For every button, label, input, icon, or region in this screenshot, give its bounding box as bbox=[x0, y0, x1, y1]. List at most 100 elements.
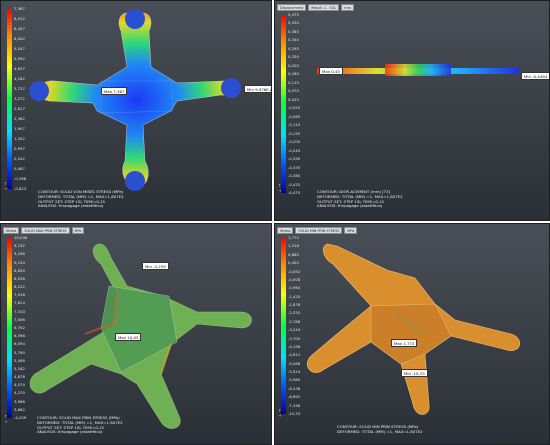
toolbar-units[interactable]: MPa bbox=[71, 227, 85, 235]
legend-tick-label: 3,727 bbox=[14, 86, 25, 91]
callout-max: Max 7,367 bbox=[101, 87, 128, 95]
legend-tick-label: 4,574 bbox=[14, 382, 25, 388]
toolbar-units[interactable]: MPa bbox=[344, 227, 358, 235]
toolbar-stress[interactable]: Stress bbox=[277, 227, 294, 235]
legend-tick-label: -2,788 bbox=[288, 318, 301, 324]
result-toolbar[interactable]: Displacement Result: 1 - SOL mm bbox=[277, 4, 354, 12]
legend-tick-label: 0,340 bbox=[288, 37, 299, 43]
legend-tick-label: -0,110 bbox=[288, 122, 301, 128]
legend-tick-label: 9,742 bbox=[14, 243, 25, 249]
legend-tick-label: 0,542 bbox=[14, 156, 25, 161]
legend-tick-label: 0,160 bbox=[288, 71, 299, 77]
legend-tick-label: -0,245 bbox=[288, 147, 301, 153]
legend-tick-label: 0,385 bbox=[288, 28, 299, 34]
toolbar-stress[interactable]: Stress bbox=[3, 227, 20, 235]
legend-tick-label: -0,200 bbox=[288, 139, 301, 145]
legend-tick-label: 1,452 bbox=[14, 136, 25, 141]
legend-tick-label: 8,830 bbox=[14, 267, 25, 273]
result-toolbar[interactable]: Stress SOLID MAX PRIN STRESS MPa bbox=[3, 227, 85, 235]
legend-tick-label: -0,508 bbox=[288, 276, 301, 282]
toolbar-units[interactable]: mm bbox=[341, 4, 354, 12]
legend-tick-label: -2,332 bbox=[288, 310, 301, 316]
legend-tick-label: -5,980 bbox=[288, 377, 301, 383]
callout-max: Max 10,05 bbox=[115, 333, 142, 341]
analysis-info: CONTOUR: SOLID MIN PRIN STRESS (MPa) DEFO… bbox=[337, 424, 423, 434]
viewport-min-prin[interactable]: Stress SOLID MIN PRIN STRESS MPa 1,772 1,… bbox=[274, 223, 550, 445]
legend-tick-label: 0,025 bbox=[288, 96, 299, 102]
legend-tick-label: 6,912 bbox=[14, 16, 25, 21]
callout-max: Max 0,45 bbox=[319, 67, 343, 75]
color-legend-bar bbox=[7, 9, 12, 189]
legend-tick-label: -0,823 bbox=[14, 186, 27, 191]
axis-triad-icon: ↑ → bbox=[4, 181, 8, 191]
legend-tick-label: 9,438 bbox=[14, 251, 25, 257]
legend-tick-label: -7,348 bbox=[288, 402, 301, 408]
analysis-info: CONTOUR: DISPLACEMENT (mm) [T3] DEFORMED:… bbox=[317, 189, 403, 209]
legend-tick-label: 1,772 bbox=[288, 235, 299, 240]
legend-tick-label: -3,244 bbox=[288, 327, 301, 333]
legend-tick-label: -10,33 bbox=[288, 411, 301, 416]
legend-tick-label: 0,404 bbox=[288, 260, 299, 266]
legend-tick-label: 7,614 bbox=[14, 300, 25, 306]
viewport-max-prin[interactable]: Stress SOLID MAX PRIN STRESS MPa 10,046 9… bbox=[0, 223, 272, 445]
legend-tick-label: 0,250 bbox=[288, 54, 299, 60]
legend-tick-label: -4,612 bbox=[288, 352, 301, 358]
legend-tick-label: -1,420 bbox=[288, 293, 301, 299]
legend-tick-label: -0,335 bbox=[288, 164, 301, 170]
legend-tick-label: 0,115 bbox=[288, 79, 299, 85]
axis-triad-icon: ↑ → bbox=[4, 414, 8, 424]
toolbar-result[interactable]: SOLID MAX PRIN STRESS bbox=[21, 227, 70, 235]
legend-tick-label: 7,310 bbox=[14, 308, 25, 314]
viewport-von-mises[interactable]: 7,367 6,912 6,457 6,002 5,547 5,092 4,637 4,182… bbox=[0, 0, 272, 221]
legend-tick-label: 7,918 bbox=[14, 292, 25, 298]
color-legend-bar bbox=[281, 15, 286, 193]
viewport-displacement[interactable]: Displacement Result: 1 - SOL mm 0,475 0,4… bbox=[274, 0, 550, 221]
legend-tick-label: 4,878 bbox=[14, 374, 25, 380]
legend-tick-label: -5,068 bbox=[288, 360, 301, 366]
legend-tick-label: 9,134 bbox=[14, 259, 25, 265]
toolbar-displacement[interactable]: Displacement bbox=[277, 4, 307, 12]
toolbar-result[interactable]: SOLID MIN PRIN STRESS bbox=[295, 227, 343, 235]
legend-tick-label: -5,524 bbox=[288, 369, 301, 375]
legend-tick-label: 3,272 bbox=[14, 96, 25, 101]
toolbar-result[interactable]: Result: 1 - SOL bbox=[308, 4, 340, 12]
legend-tick-label: 5,092 bbox=[14, 56, 25, 61]
legend-tick-label: -6,892 bbox=[288, 394, 301, 400]
legend-tick-label: 0,087 bbox=[14, 166, 25, 171]
legend-tick-label: 5,547 bbox=[14, 46, 25, 51]
color-legend-bar bbox=[7, 238, 12, 418]
axis-triad-icon: ↑ → bbox=[278, 183, 282, 193]
legend-tick-label: -0,425 bbox=[288, 181, 301, 187]
legend-tick-label: 0,475 bbox=[288, 12, 299, 17]
legend-tick-label: 5,486 bbox=[14, 357, 25, 363]
legend-tick-label: -0,052 bbox=[288, 268, 301, 274]
legend-tick-label: -1,876 bbox=[288, 302, 301, 308]
legend-tick-label: 1,316 bbox=[288, 243, 299, 249]
legend-tick-label: -6,436 bbox=[288, 385, 301, 391]
legend-tick-label: 8,526 bbox=[14, 275, 25, 281]
analysis-info: CONTOUR: SOLID VON MISES STRESS (MPa) DEF… bbox=[38, 189, 124, 209]
legend-tick-label: -0,368 bbox=[14, 176, 27, 181]
legend-tick-label: 6,702 bbox=[14, 325, 25, 330]
legend-tick-label: 8,222 bbox=[14, 284, 25, 290]
legend-tick-label: 6,094 bbox=[14, 341, 25, 347]
legend-tick-label: 5,790 bbox=[14, 349, 25, 355]
legend-tick-label: -0,155 bbox=[288, 130, 301, 136]
legend-tick-label: 0,430 bbox=[288, 20, 299, 26]
legend-tick-label: -4,156 bbox=[288, 343, 301, 349]
legend-tick-label: 0,070 bbox=[288, 88, 299, 94]
result-toolbar[interactable]: Stress SOLID MIN PRIN STRESS MPa bbox=[277, 227, 358, 235]
legend-tick-label: 3,966 bbox=[14, 398, 25, 404]
callout-min: Min -4,259 bbox=[142, 262, 169, 270]
legend-tick-label: -3,700 bbox=[288, 335, 301, 341]
legend-tick-label: 2,362 bbox=[14, 116, 25, 121]
callout-min: Min -0,4494 bbox=[521, 72, 549, 80]
legend-tick-label: 2,817 bbox=[14, 106, 25, 111]
legend-tick-label: -0,290 bbox=[288, 156, 301, 162]
model-cross-part bbox=[29, 9, 241, 191]
legend-tick-label: -0,020 bbox=[288, 105, 301, 111]
legend-tick-label: -4,259 bbox=[14, 415, 27, 420]
callout-min: Min -10,33 bbox=[401, 369, 428, 377]
legend-tick-label: 0,205 bbox=[288, 62, 299, 68]
legend-tick-label: -0,065 bbox=[288, 113, 301, 119]
